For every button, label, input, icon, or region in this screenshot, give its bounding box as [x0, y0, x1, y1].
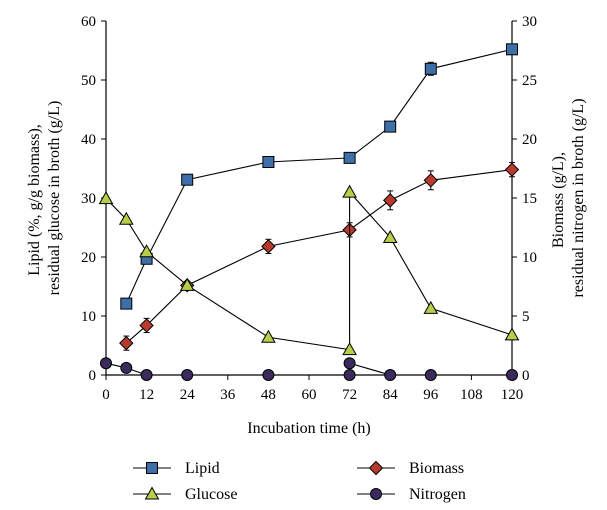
- x-tick-label: 24: [180, 387, 196, 403]
- axes: [105, 21, 513, 376]
- lipid-point: [424, 62, 437, 75]
- lipid-point: [262, 156, 275, 169]
- series: [98, 43, 520, 381]
- right-y-tick-label: 20: [522, 132, 537, 148]
- x-tick-label: 0: [102, 387, 110, 403]
- left-y-tick-label: 50: [81, 73, 96, 89]
- lipid-legend-marker: [146, 462, 158, 474]
- nitrogen-point: [120, 361, 133, 374]
- glucose-point: [342, 342, 357, 356]
- biomass-series-line: [125, 169, 513, 344]
- biomass-point: [382, 193, 398, 208]
- right-y-tick-label: 30: [522, 14, 537, 30]
- right-y-tick-label: 25: [522, 73, 537, 89]
- nitrogen-legend-marker: [370, 488, 382, 500]
- lipid-point: [384, 120, 397, 133]
- left-y-tick-label: 60: [81, 14, 96, 30]
- biomass-legend-marker: [368, 460, 384, 476]
- glucose-point: [118, 211, 134, 225]
- lipid-point: [506, 43, 518, 56]
- nitrogen-point: [140, 369, 153, 381]
- biomass-point: [139, 318, 154, 333]
- right-y-axis-title: Biomass (g/L), residual nitrogen in brot…: [550, 98, 587, 297]
- biomass-point: [261, 239, 276, 254]
- right-y-axis-title-line-2: residual nitrogen in broth (g/L): [570, 98, 587, 297]
- glucose-point: [382, 230, 398, 244]
- left-y-tick-label: 20: [81, 250, 96, 266]
- glucose-legend-label: Glucose: [185, 486, 237, 503]
- glucose-series-line: [105, 190, 513, 351]
- lipid-point: [120, 297, 133, 310]
- right-y-axis-title-line-1: Biomass (g/L),: [550, 152, 567, 248]
- nitrogen-point: [343, 369, 356, 381]
- x-tick-label: 120: [501, 387, 524, 403]
- glucose-point: [179, 277, 195, 291]
- right-y-tick-label: 5: [522, 309, 530, 325]
- x-tick-label: 12: [139, 387, 154, 403]
- left-y-axis-title-line-1: Lipid (%, g/g biomass),: [26, 124, 43, 276]
- right-y-tick-label: 15: [522, 191, 537, 207]
- left-y-axis-title-line-2: residual glucose in broth (g/L): [46, 101, 63, 296]
- nitrogen-legend-label: Nitrogen: [409, 486, 466, 503]
- x-tick-label: 96: [423, 387, 439, 403]
- nitrogen-point: [343, 357, 356, 370]
- left-y-tick-label: 30: [81, 191, 96, 207]
- x-tick-label: 60: [302, 387, 317, 403]
- left-y-axis-title: Lipid (%, g/g biomass), residual glucose…: [26, 101, 63, 296]
- glucose-point: [261, 329, 276, 343]
- nitrogen-point: [181, 369, 194, 381]
- nitrogen-series-line: [105, 362, 512, 376]
- glucose-legend-marker: [144, 486, 160, 500]
- left-y-tick-label: 40: [81, 132, 96, 148]
- lipid-series-line: [125, 48, 513, 304]
- ticks: 0 12 24 36 48 60 72 84 96 108 120 0 10 20 30 40 50 60 0 5 10…: [81, 14, 537, 403]
- x-axis-title: Incubation time (h): [247, 420, 371, 437]
- x-tick-label: 84: [383, 387, 399, 403]
- left-y-tick-label: 10: [81, 309, 96, 325]
- x-tick-label: 48: [261, 387, 276, 403]
- glucose-point: [98, 191, 114, 205]
- x-tick-label: 36: [220, 387, 236, 403]
- nitrogen-point: [262, 369, 275, 381]
- glucose-point: [342, 184, 357, 198]
- lipid-point: [181, 173, 194, 186]
- x-tick-label: 72: [342, 387, 357, 403]
- biomass-point: [119, 335, 134, 351]
- lipid-legend-label: Lipid: [185, 460, 220, 477]
- legend: Lipid Biomass Glucose Nitrogen: [133, 460, 466, 503]
- x-tick-label: 108: [460, 387, 483, 403]
- lipid-point: [343, 151, 356, 164]
- nitrogen-point: [506, 369, 518, 381]
- glucose-point: [423, 300, 439, 314]
- biomass-legend-label: Biomass: [409, 460, 464, 477]
- biomass-point: [504, 162, 520, 177]
- right-y-tick-label: 10: [522, 250, 537, 266]
- biomass-point: [423, 173, 439, 188]
- nitrogen-point: [384, 369, 397, 381]
- nitrogen-point: [424, 369, 437, 381]
- right-y-tick-label: 0: [522, 368, 530, 384]
- glucose-point: [139, 244, 154, 258]
- nitrogen-point: [100, 357, 112, 370]
- left-y-tick-label: 0: [89, 368, 97, 384]
- glucose-point: [504, 327, 520, 341]
